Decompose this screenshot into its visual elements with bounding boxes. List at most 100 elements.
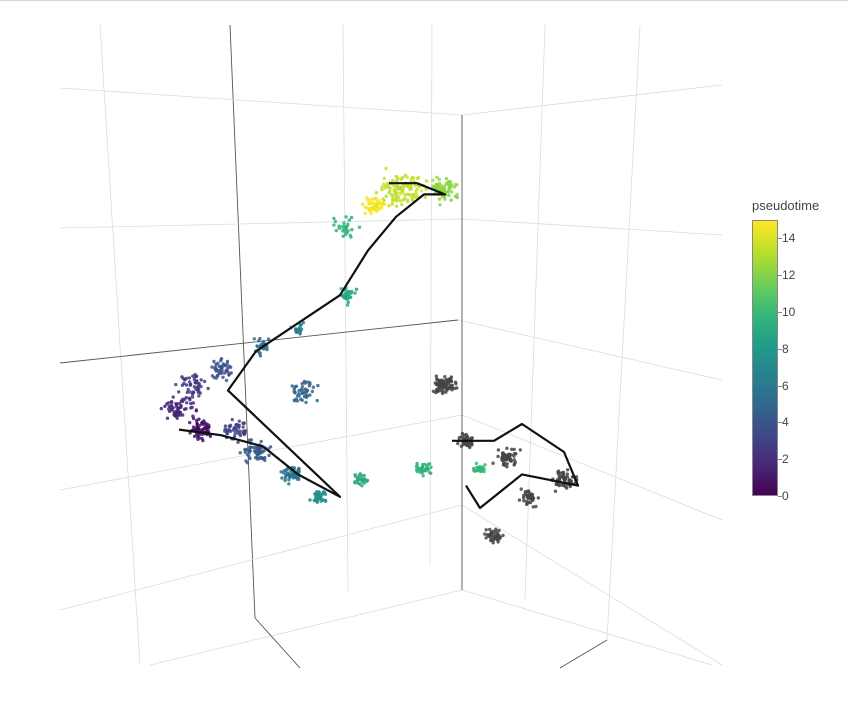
- data-point: [174, 402, 179, 406]
- data-point: [196, 390, 200, 394]
- data-point: [316, 493, 321, 497]
- data-point: [332, 223, 336, 227]
- colorbar-tick-label: 14: [782, 231, 796, 246]
- data-point: [344, 225, 348, 229]
- data-point: [429, 465, 433, 469]
- data-point: [196, 427, 200, 431]
- data-point: [255, 457, 260, 461]
- data-point: [210, 374, 215, 378]
- data-point: [256, 452, 261, 456]
- data-point: [484, 528, 488, 532]
- data-point: [438, 203, 442, 207]
- data-point: [435, 389, 439, 393]
- data-point: [392, 187, 396, 192]
- data-point: [394, 174, 399, 179]
- data-point: [220, 365, 224, 370]
- data-point: [223, 424, 228, 428]
- data-point: [184, 383, 189, 387]
- data-point: [228, 424, 232, 428]
- data-point: [193, 372, 197, 377]
- data-point: [406, 199, 410, 204]
- data-point: [493, 537, 497, 541]
- data-point: [442, 195, 447, 199]
- data-point: [556, 470, 560, 474]
- data-point: [216, 361, 220, 365]
- data-point: [285, 467, 290, 471]
- data-point: [449, 181, 453, 185]
- data-point: [172, 413, 176, 417]
- data-point: [483, 463, 487, 467]
- data-point: [505, 446, 509, 450]
- data-point: [283, 476, 288, 480]
- data-point: [167, 401, 171, 405]
- grid-line: [461, 218, 723, 236]
- grid-line: [99, 24, 141, 666]
- data-point: [450, 388, 454, 392]
- data-point: [360, 202, 365, 206]
- data-point: [208, 434, 213, 438]
- data-point: [287, 482, 291, 486]
- data-point: [292, 398, 296, 402]
- data-point: [167, 409, 172, 414]
- data-point: [403, 192, 407, 197]
- data-point: [199, 378, 203, 382]
- data-point: [342, 221, 346, 225]
- data-point: [190, 395, 195, 399]
- data-point: [402, 198, 406, 202]
- data-point: [312, 498, 316, 503]
- data-point: [267, 453, 271, 458]
- data-point: [374, 191, 379, 195]
- data-point: [363, 205, 367, 209]
- trajectory-paths: [178, 182, 580, 510]
- data-point: [362, 473, 366, 478]
- data-point: [410, 196, 414, 200]
- data-point: [315, 496, 319, 500]
- trajectory-line: [178, 182, 447, 498]
- data-point: [333, 219, 338, 224]
- data-point: [346, 292, 350, 296]
- data-point: [445, 378, 449, 383]
- data-point: [462, 433, 467, 437]
- data-point: [557, 483, 561, 488]
- data-point: [234, 423, 239, 427]
- data-point: [228, 365, 233, 369]
- data-point: [263, 346, 267, 350]
- data-point: [371, 197, 376, 201]
- data-point: [443, 375, 447, 379]
- data-point: [340, 225, 344, 229]
- data-point: [558, 471, 563, 475]
- grid-line: [461, 504, 723, 666]
- data-point: [219, 357, 224, 361]
- data-point: [372, 202, 376, 206]
- grid-line: [606, 24, 641, 641]
- grid-line: [559, 639, 608, 669]
- data-point: [344, 215, 348, 219]
- grid-line: [59, 218, 463, 229]
- data-point: [298, 332, 302, 336]
- data-point: [180, 383, 185, 387]
- data-point: [444, 176, 449, 181]
- colorbar-tick-mark: [778, 385, 782, 387]
- data-point: [313, 492, 317, 496]
- data-point: [185, 390, 189, 395]
- data-point: [248, 445, 253, 449]
- data-point: [236, 425, 241, 429]
- data-point: [315, 500, 319, 504]
- data-point: [251, 445, 255, 449]
- grid-line: [457, 319, 723, 381]
- data-point: [531, 505, 535, 509]
- grid-line: [229, 24, 256, 619]
- data-point: [435, 175, 439, 179]
- data-point: [279, 470, 283, 474]
- data-point: [519, 487, 523, 491]
- data-point: [212, 359, 216, 364]
- data-point: [263, 458, 267, 463]
- data-point: [332, 216, 336, 221]
- data-point: [291, 472, 296, 476]
- data-point: [298, 323, 302, 327]
- data-point: [262, 449, 266, 453]
- data-point: [415, 469, 419, 474]
- data-point: [346, 300, 350, 304]
- data-point: [258, 336, 262, 341]
